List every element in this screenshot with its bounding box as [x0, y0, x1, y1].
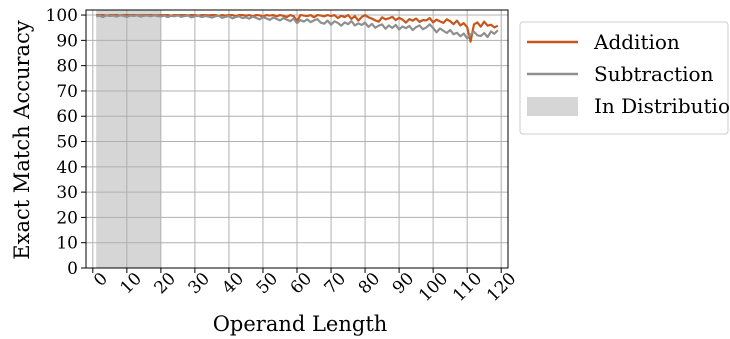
x-tick-label: 60	[287, 269, 316, 298]
axes	[81, 9, 509, 273]
in-distribution-band-layer	[96, 10, 161, 268]
y-tick-label: 10	[56, 234, 78, 254]
series-layer	[95, 13, 499, 43]
in-distribution-band	[96, 10, 161, 268]
y-tick-label: 50	[56, 133, 78, 153]
y-tick-label: 60	[56, 107, 78, 127]
series-line-subtraction	[95, 14, 499, 40]
grid	[86, 10, 508, 269]
y-tick-label: 30	[56, 183, 78, 203]
y-tick-label: 90	[56, 31, 78, 51]
y-axis-label: Exact Match Accuracy	[10, 20, 34, 260]
legend-label-in-distribution: In Distribution	[594, 94, 730, 118]
x-tick-label: 70	[321, 269, 350, 298]
legend-label-subtraction: Subtraction	[594, 62, 714, 86]
y-tick-label: 40	[56, 158, 78, 178]
x-tick-label: 120	[483, 269, 520, 306]
x-tick-label: 110	[449, 269, 486, 306]
legend: Addition Subtraction In Distribution	[519, 21, 730, 135]
legend-label-addition: Addition	[593, 30, 680, 54]
legend-patch-in-distribution	[527, 97, 578, 116]
x-tick-label: 10	[116, 269, 145, 298]
x-tick-label: 90	[389, 269, 418, 298]
y-tick-label: 80	[56, 57, 78, 77]
y-tick-label: 20	[56, 208, 78, 228]
x-tick-label: 80	[355, 269, 384, 298]
x-tick-label: 0	[90, 269, 112, 291]
x-tick-label: 30	[185, 269, 214, 298]
x-tick-label: 50	[253, 269, 282, 298]
x-axis-label: Operand Length	[213, 312, 388, 336]
y-tick-label: 0	[67, 259, 78, 279]
x-tick-label: 40	[219, 269, 248, 298]
y-tick-label: 100	[46, 6, 78, 26]
x-tick-label: 20	[151, 269, 180, 298]
x-tick-label: 100	[415, 269, 452, 306]
y-tick-label: 70	[56, 82, 78, 102]
